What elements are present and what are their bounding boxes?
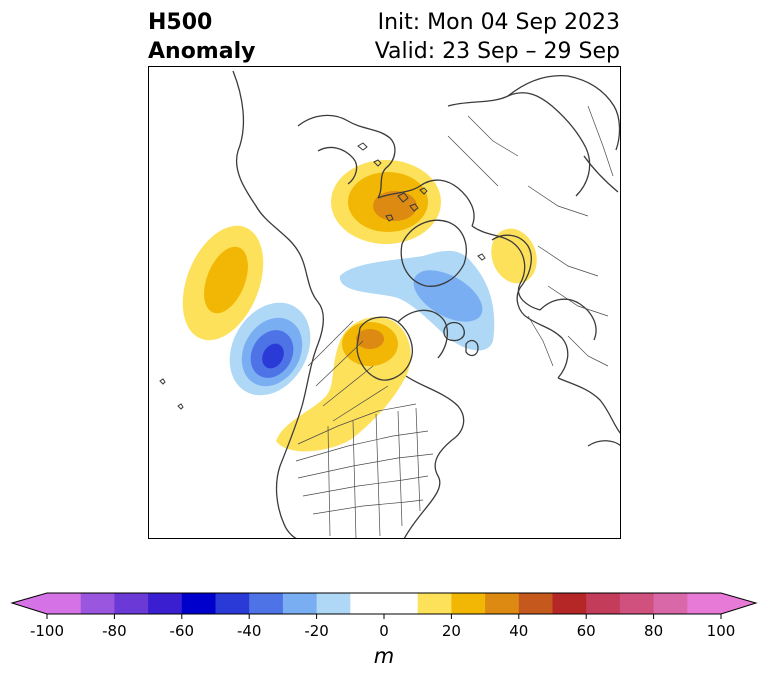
colorbar-segment (148, 593, 183, 614)
colorbar-tick-label: 20 (442, 622, 461, 640)
map-frame (148, 66, 621, 539)
colorbar-over-arrow (721, 593, 756, 614)
colorbar-segment (451, 593, 486, 614)
colorbar-tick-label: 80 (644, 622, 663, 640)
title-valid-range: Valid: 23 Sep – 29 Sep (374, 39, 620, 64)
colorbar-tick-label: 60 (577, 622, 596, 640)
colorbar-segment (552, 593, 587, 614)
colorbar-segment (586, 593, 621, 614)
title-variable-line1: H500 (148, 10, 213, 35)
anomaly-ne-pacific-positive (182, 225, 264, 341)
admin-borders (295, 105, 614, 539)
colorbar-unit-label: m (373, 644, 395, 668)
colorbar-segment (687, 593, 722, 614)
colorbar-segment (47, 593, 82, 614)
colorbar-tick-label: 40 (509, 622, 528, 640)
colorbar-under-arrow (12, 593, 47, 614)
colorbar-tick-label: -80 (102, 622, 127, 640)
islands (159, 142, 486, 410)
colorbar-segment (181, 593, 216, 614)
coastlines (232, 70, 621, 539)
colorbar-ticks: -100 -80 -60 -40 -20 0 20 40 60 80 100 (30, 614, 735, 640)
colorbar-segment (485, 593, 520, 614)
colorbar-segment (215, 593, 250, 614)
colorbar-segment (350, 593, 419, 614)
colorbar-segment (518, 593, 553, 614)
anomaly-siberia-positive (331, 160, 441, 244)
colorbar-segment (417, 593, 452, 614)
colorbar-segments (47, 593, 722, 614)
colorbar-tick-label: 0 (379, 622, 389, 640)
title-variable-line2: Anomaly (148, 39, 256, 64)
colorbar-tick-label: -60 (170, 622, 195, 640)
colorbar-tick-label: -40 (237, 622, 262, 640)
colorbar-segment (282, 593, 318, 614)
anomaly-gulf-of-alaska-negative (229, 302, 311, 396)
colorbar-tick-label: 100 (707, 622, 736, 640)
colorbar-segment (619, 593, 655, 614)
title-variable: H500 Anomaly (148, 8, 255, 66)
colorbar-segment (114, 593, 149, 614)
colorbar-segment (249, 593, 284, 614)
colorbar-tick-label: -100 (30, 622, 64, 640)
colorbar: -100 -80 -60 -40 -20 0 20 40 60 80 100 (10, 592, 758, 640)
title-init-date: Init: Mon 04 Sep 2023 (377, 10, 620, 35)
anomaly-map (148, 66, 621, 539)
colorbar-segment (80, 593, 115, 614)
anomaly-north-america-positive (276, 317, 411, 452)
colorbar-segment (316, 593, 351, 614)
title-dates: Init: Mon 04 Sep 2023 Valid: 23 Sep – 29… (375, 8, 620, 66)
colorbar-tick-label: -20 (304, 622, 329, 640)
colorbar-segment (653, 593, 688, 614)
